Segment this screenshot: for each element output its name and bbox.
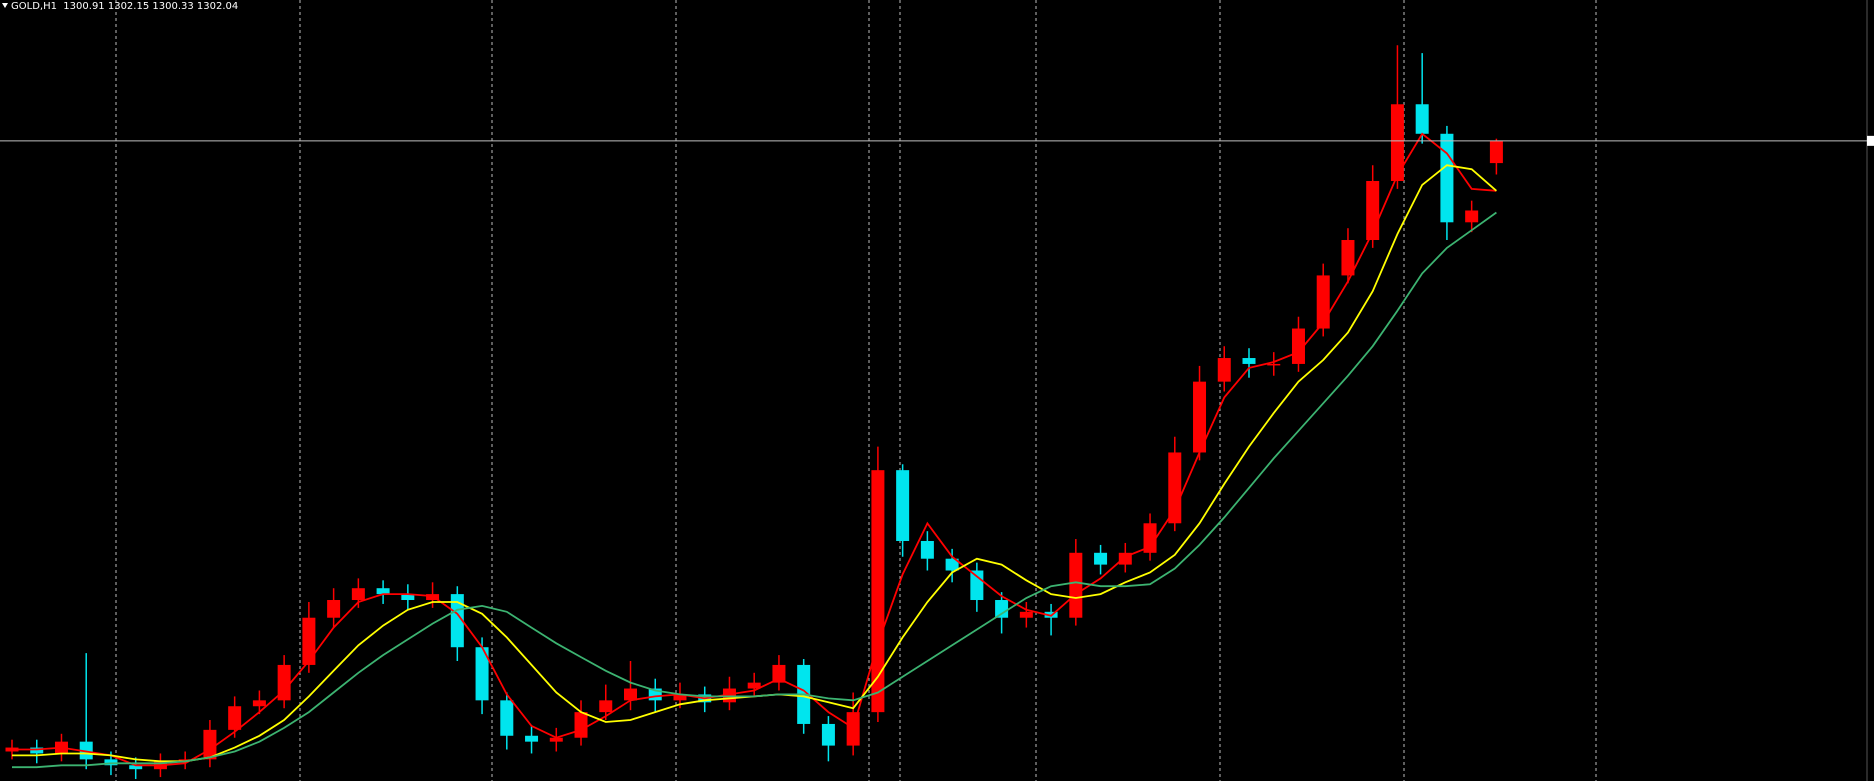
candle-body (1242, 358, 1256, 364)
moving-average-line (12, 211, 1497, 769)
candle-body (1193, 381, 1207, 453)
candle-body (475, 647, 489, 701)
candle-body (277, 664, 291, 701)
candle-body (1019, 611, 1033, 618)
candle-body (1316, 275, 1330, 329)
candle-body (500, 700, 514, 736)
candle-body (1489, 140, 1503, 164)
candle-body (79, 741, 93, 760)
candle-body (1415, 104, 1429, 134)
candle-body (821, 723, 835, 746)
candle-body (327, 600, 341, 618)
time-separators (115, 0, 1597, 781)
candle-body (129, 765, 143, 770)
candle-body (302, 617, 316, 665)
chart-header: GOLD,H1 1300.91 1302.15 1300.33 1302.04 (11, 1, 238, 12)
candle-body (970, 570, 984, 601)
bid-marker (1867, 135, 1874, 146)
candle-body (920, 540, 934, 559)
candle-body (1143, 523, 1157, 553)
candle-body (1341, 240, 1355, 276)
candle-body (648, 688, 662, 701)
candle-body (30, 747, 44, 754)
candle-body (1094, 552, 1108, 565)
candle-body (178, 759, 192, 762)
candle-body (673, 694, 687, 701)
candle-body (1168, 452, 1182, 524)
candle-body (1291, 328, 1305, 364)
candle-body (599, 700, 613, 713)
candle-body (1390, 104, 1404, 181)
candle-body (1267, 363, 1281, 366)
candle-body (1217, 358, 1231, 382)
candle-body (995, 600, 1009, 618)
candle-body (228, 706, 242, 730)
symbol-menu-arrow[interactable] (2, 3, 8, 8)
candle-body (1465, 210, 1479, 223)
candle-body (772, 664, 786, 683)
candle-body (1118, 552, 1132, 565)
candle-body (574, 712, 588, 738)
candle-body (450, 594, 464, 648)
candle-body (624, 688, 637, 701)
candle-body (252, 700, 266, 707)
candle-body (549, 737, 563, 742)
candle-body (1069, 552, 1083, 618)
candle-body (525, 735, 539, 742)
moving-average-line (12, 132, 1497, 767)
candle-body (1440, 133, 1454, 223)
candle-body (747, 682, 761, 689)
candle-body (401, 594, 415, 601)
candle-body (896, 470, 910, 541)
candle-body (104, 759, 118, 766)
candle-body (351, 588, 365, 601)
candle-body (376, 588, 390, 595)
candle-body (945, 558, 959, 571)
